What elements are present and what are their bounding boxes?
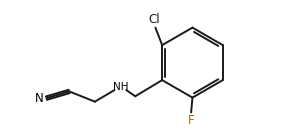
Text: Cl: Cl (148, 13, 160, 26)
Text: NH: NH (113, 82, 128, 92)
Text: N: N (34, 92, 43, 105)
Text: F: F (188, 114, 194, 127)
